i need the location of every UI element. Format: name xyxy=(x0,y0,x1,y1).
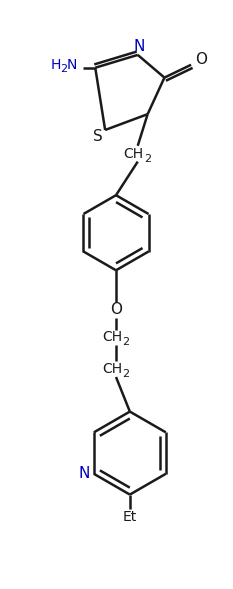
Text: O: O xyxy=(110,302,122,317)
Text: N: N xyxy=(78,466,90,481)
Text: CH: CH xyxy=(102,362,122,376)
Text: 2: 2 xyxy=(60,64,67,74)
Text: N: N xyxy=(66,58,77,72)
Text: 2: 2 xyxy=(122,337,130,348)
Text: 2: 2 xyxy=(144,154,151,164)
Text: S: S xyxy=(93,130,103,144)
Text: O: O xyxy=(195,52,207,67)
Text: Et: Et xyxy=(123,510,137,524)
Text: N: N xyxy=(133,39,144,55)
Text: H: H xyxy=(51,58,61,72)
Text: CH: CH xyxy=(124,147,144,161)
Text: CH: CH xyxy=(102,330,122,345)
Text: 2: 2 xyxy=(122,369,130,379)
